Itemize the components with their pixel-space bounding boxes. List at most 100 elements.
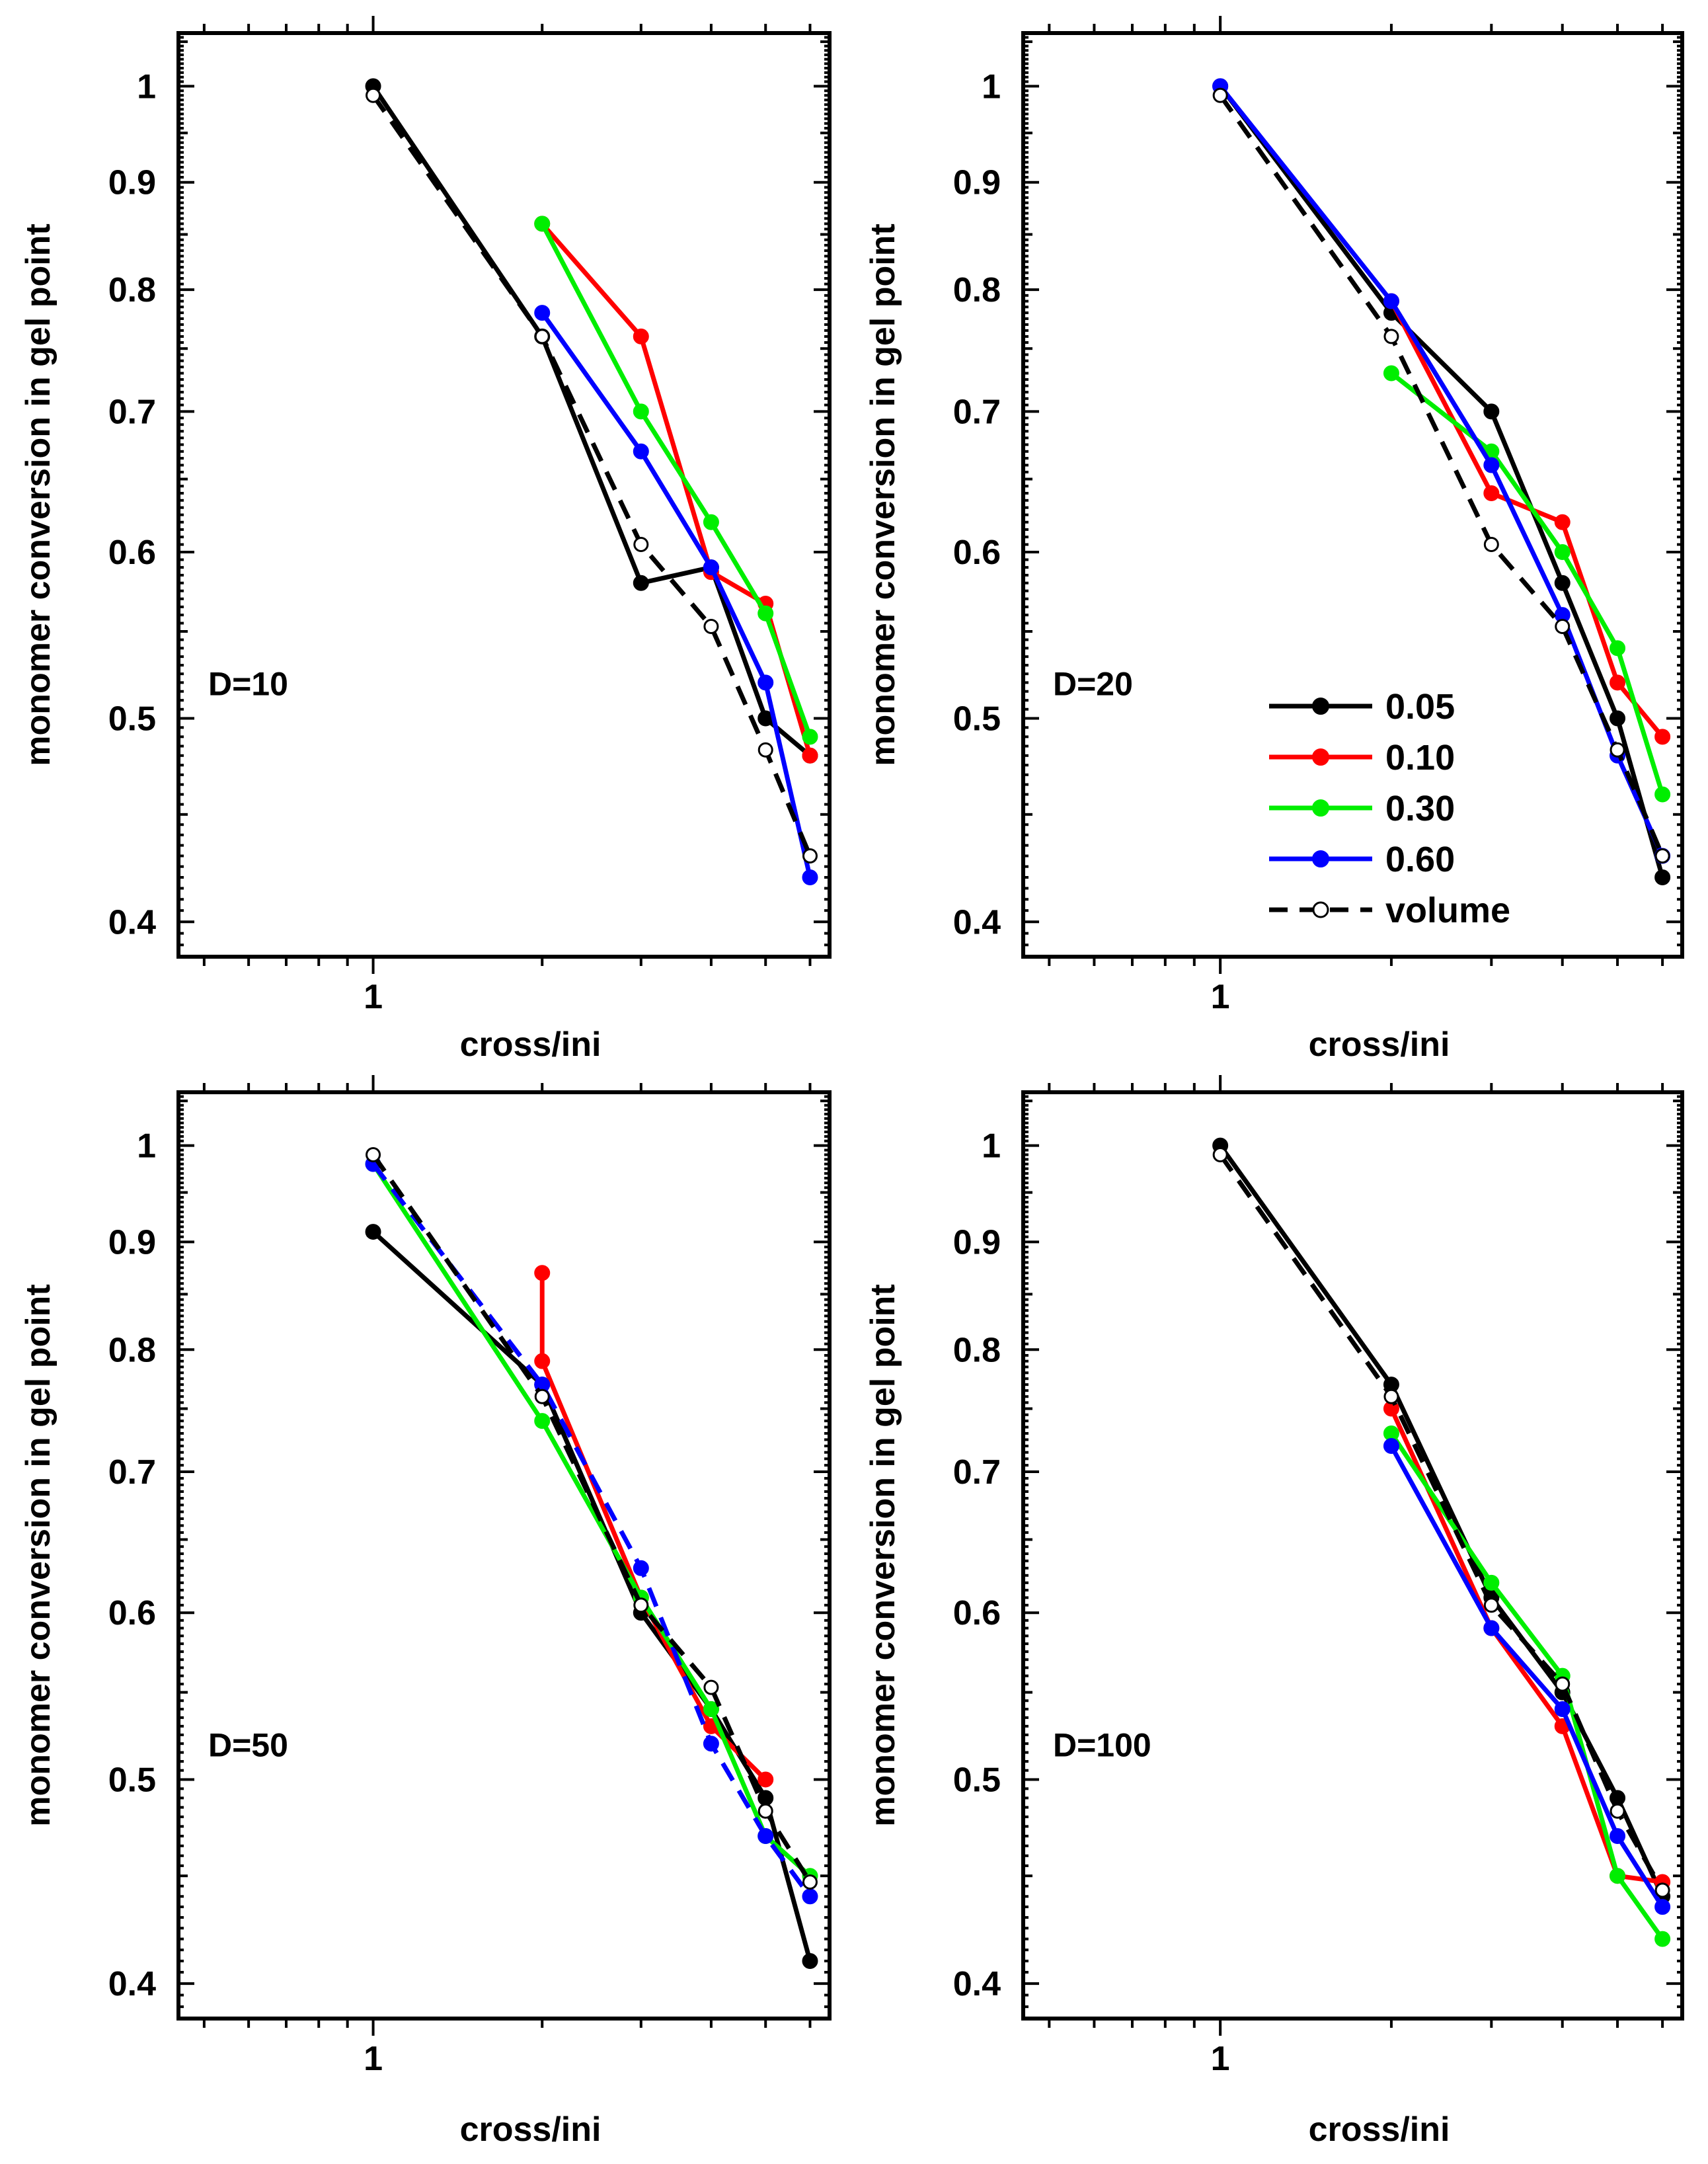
x-axis-title: cross/ini	[1309, 1025, 1450, 1064]
data-point-volume	[802, 1874, 818, 1890]
y-tick-label: 0.9	[953, 164, 1001, 202]
y-axis-title: monomer conversion in gel point	[19, 223, 58, 766]
series-line-0.60	[371, 1162, 812, 1898]
data-point-0.60	[703, 559, 719, 576]
data-point-0.30	[1610, 640, 1626, 657]
y-axis-title: monomer conversion in gel point	[864, 223, 902, 766]
plot-frame	[1021, 31, 1684, 959]
data-point-0.30	[1383, 365, 1399, 381]
data-point-0.10	[534, 1265, 551, 1281]
panel-label: D=100	[1053, 1726, 1151, 1763]
legend-item: 0.05	[1269, 687, 1455, 727]
data-point-0.30	[1654, 1931, 1671, 1947]
legend-item: 0.10	[1269, 738, 1455, 778]
x-axis-title: cross/ini	[460, 1025, 602, 1064]
series-volume	[1212, 1147, 1670, 1898]
y-tick-label: 0.7	[108, 1453, 156, 1492]
data-point-0.10	[802, 747, 818, 764]
data-point-volume	[1610, 1803, 1625, 1819]
data-point-volume	[757, 1803, 773, 1819]
data-point-0.05	[1654, 869, 1671, 885]
y-tick-label: 0.5	[953, 700, 1001, 738]
legend-label: 0.60	[1385, 840, 1455, 879]
series-line-0.10	[539, 1273, 767, 1781]
data-point-0.10	[1610, 674, 1626, 691]
series-0.05	[365, 1224, 818, 1969]
data-point-volume	[1555, 619, 1571, 635]
data-point-0.30	[703, 1701, 719, 1717]
y-tick-label: 0.8	[108, 1331, 156, 1369]
panel-label: D=50	[208, 1726, 288, 1763]
legend-item: volume	[1269, 891, 1510, 930]
data-point-0.30	[633, 403, 649, 420]
series-0.30	[1383, 365, 1671, 803]
y-axis-ticks	[1023, 32, 1682, 958]
data-point-0.60	[1383, 293, 1399, 309]
x-tick-label: 1	[1211, 2040, 1230, 2078]
legend-swatch-marker	[1312, 901, 1329, 918]
y-tick-label: 1	[137, 1127, 156, 1166]
y-tick-label: 0.7	[953, 1453, 1001, 1492]
data-point-volume	[802, 848, 818, 864]
y-tick-label: 0.5	[108, 1761, 156, 1799]
data-point-0.30	[703, 514, 719, 530]
y-tick-label: 1	[137, 67, 156, 106]
data-point-volume	[1212, 87, 1228, 103]
legend-label: 0.10	[1385, 738, 1455, 778]
legend-item: 0.30	[1269, 789, 1455, 828]
legend: 0.05 0.10 0.30 0.60 volume	[1269, 687, 1510, 930]
series-line-volume	[1218, 1153, 1665, 1892]
chart-panel-3: 1 0.9 0.8 0.7 0.6 0.5 0.4 1 cross/ini monomer con…	[19, 1075, 832, 2149]
series-0.60	[534, 305, 818, 885]
x-tick-label: 1	[364, 2040, 383, 2078]
series-volume	[366, 1147, 818, 1890]
plot-frame	[176, 1090, 832, 2021]
series-0.30	[534, 216, 818, 745]
data-point-0.10	[633, 328, 649, 344]
data-point-0.05	[365, 1224, 381, 1240]
data-point-0.30	[534, 1413, 551, 1429]
x-axis-title: cross/ini	[1309, 2110, 1450, 2149]
series-line-0.05	[371, 1230, 812, 1962]
series-volume	[1212, 87, 1670, 864]
data-point-0.60	[703, 1736, 719, 1752]
data-point-0.60	[1610, 1828, 1626, 1845]
data-point-0.10	[757, 1771, 774, 1788]
y-tick-label: 0.7	[108, 393, 156, 431]
series-line-volume	[1218, 94, 1665, 857]
data-point-0.10	[1483, 485, 1500, 501]
data-point-0.05	[1483, 403, 1500, 420]
data-point-0.60	[1383, 1438, 1399, 1455]
series-line-0.05	[1218, 85, 1665, 878]
data-point-0.60	[633, 1560, 649, 1576]
y-axis-title: monomer conversion in gel point	[19, 1284, 58, 1827]
y-tick-label: 0.7	[953, 393, 1001, 431]
legend-label: 0.05	[1385, 687, 1455, 727]
y-tick-label: 0.4	[953, 903, 1001, 942]
data-point-volume	[703, 619, 719, 635]
data-point-0.05	[1610, 710, 1626, 727]
data-point-0.10	[1654, 729, 1671, 745]
panel-label: D=20	[1053, 665, 1133, 702]
data-point-volume	[1483, 1597, 1499, 1613]
series-line-0.30	[540, 222, 812, 738]
data-point-0.60	[757, 1828, 774, 1845]
y-tick-label: 0.8	[953, 271, 1001, 309]
x-axis-ticks	[1048, 1075, 1664, 2036]
y-tick-label: 0.5	[953, 1761, 1001, 1799]
series-line-0.60	[540, 311, 812, 878]
data-point-0.30	[1654, 786, 1671, 803]
data-point-volume	[633, 1597, 649, 1613]
data-point-0.60	[534, 305, 551, 321]
y-axis-ticks	[1023, 1091, 1682, 2020]
legend-swatch-marker	[1312, 748, 1329, 766]
data-point-0.30	[534, 216, 551, 232]
plot-frame	[176, 31, 832, 959]
series-0.10	[534, 1265, 774, 1788]
y-tick-label: 0.8	[108, 271, 156, 309]
x-axis-ticks	[1048, 16, 1664, 974]
data-point-0.60	[633, 443, 649, 460]
y-tick-label: 0.6	[953, 1594, 1001, 1632]
data-point-0.30	[1483, 1574, 1500, 1591]
